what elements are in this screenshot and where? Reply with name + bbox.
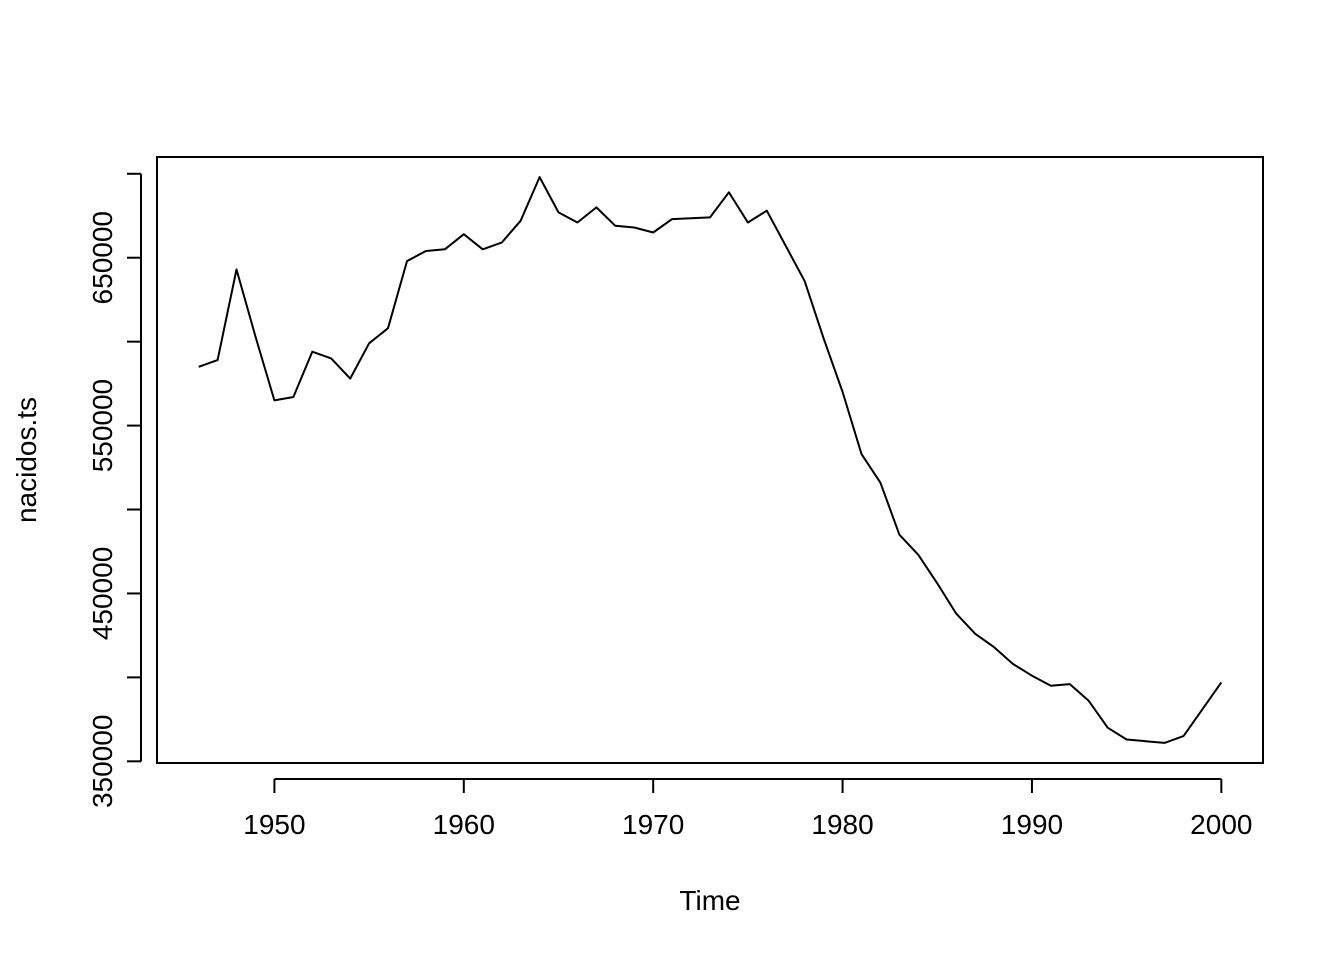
x-tick-label: 1960 xyxy=(433,809,495,840)
y-tick-label: 650000 xyxy=(87,211,118,304)
y-axis-label: nacidos.ts xyxy=(11,397,42,523)
series-line-0 xyxy=(198,176,1223,744)
x-tick-label: 1980 xyxy=(811,809,873,840)
x-axis: 1950 1960 1970 1980 1990 2000 xyxy=(243,778,1252,840)
plot-frame xyxy=(156,156,1264,764)
x-tick-label: 1990 xyxy=(1001,809,1063,840)
x-tick-label: 2000 xyxy=(1190,809,1252,840)
x-tick-label: 1950 xyxy=(243,809,305,840)
plot-area xyxy=(198,176,1223,744)
y-tick-label: 350000 xyxy=(87,715,118,808)
x-axis-label: Time xyxy=(679,885,740,916)
y-tick-label: 550000 xyxy=(87,379,118,472)
y-axis: 350000 450000 550000 650000 xyxy=(87,172,142,808)
x-tick-label: 1970 xyxy=(622,809,684,840)
y-tick-label: 450000 xyxy=(87,547,118,640)
